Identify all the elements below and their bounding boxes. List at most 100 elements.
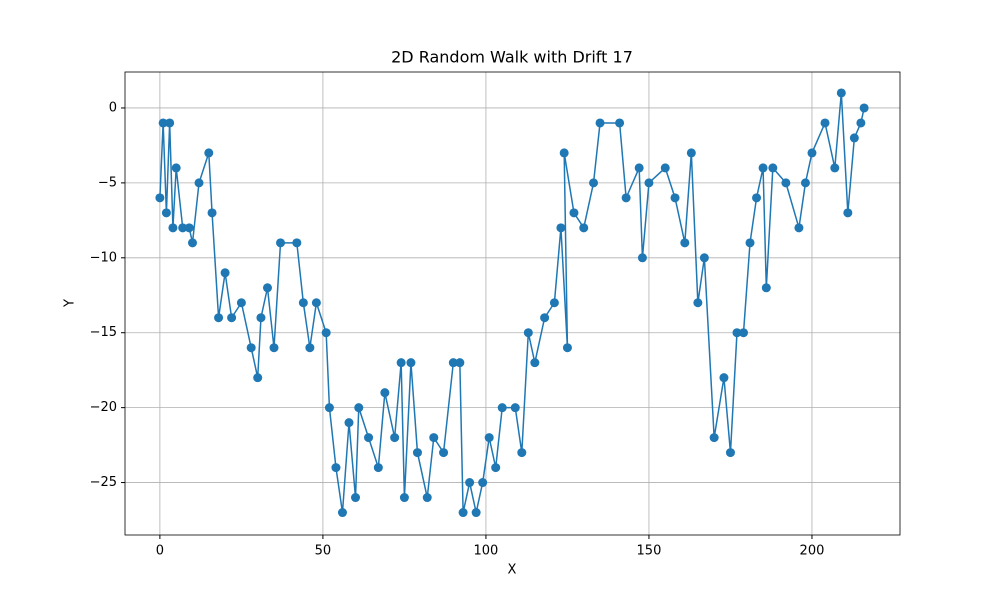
marker <box>510 403 520 413</box>
marker <box>644 178 654 188</box>
marker <box>637 253 647 263</box>
marker <box>354 403 364 413</box>
x-axis-label: X <box>508 563 517 578</box>
y-axis-label: Y <box>63 299 78 308</box>
marker <box>380 388 390 398</box>
marker <box>549 298 559 308</box>
marker <box>344 418 354 428</box>
x-tick-label: 100 <box>474 544 499 559</box>
marker <box>686 148 696 158</box>
marker <box>478 478 488 488</box>
marker <box>207 208 217 218</box>
x-tick-label: 200 <box>800 544 825 559</box>
x-tick-label: 150 <box>637 544 662 559</box>
y-tick-label: −10 <box>90 250 117 265</box>
marker <box>660 163 670 173</box>
marker <box>484 433 494 443</box>
marker <box>269 343 279 353</box>
marker <box>556 223 566 233</box>
marker <box>227 313 237 323</box>
marker <box>422 493 432 503</box>
marker <box>324 403 334 413</box>
marker <box>680 238 690 248</box>
marker <box>562 343 572 353</box>
marker <box>155 193 165 203</box>
marker <box>745 238 755 248</box>
marker <box>194 178 204 188</box>
marker <box>214 313 224 323</box>
marker <box>859 103 869 113</box>
marker <box>331 463 341 473</box>
marker <box>262 283 272 293</box>
marker <box>709 433 719 443</box>
marker <box>455 358 465 368</box>
x-tick-label: 50 <box>315 544 332 559</box>
marker <box>305 343 315 353</box>
marker <box>540 313 550 323</box>
marker <box>158 118 168 128</box>
marker <box>429 433 439 443</box>
marker <box>187 238 197 248</box>
marker <box>471 508 481 518</box>
marker <box>364 433 374 443</box>
marker <box>693 298 703 308</box>
marker <box>530 358 540 368</box>
marker <box>856 118 866 128</box>
y-tick-label: −20 <box>90 400 117 415</box>
marker <box>406 358 416 368</box>
marker <box>351 493 361 503</box>
marker <box>807 148 817 158</box>
marker <box>569 208 579 218</box>
x-tick-label: 0 <box>156 544 164 559</box>
marker <box>732 328 742 338</box>
marker <box>178 223 188 233</box>
marker <box>396 358 406 368</box>
marker <box>220 268 230 278</box>
marker <box>725 448 735 458</box>
marker <box>390 433 400 443</box>
marker <box>171 163 181 173</box>
marker <box>236 298 246 308</box>
marker <box>276 238 286 248</box>
marker <box>758 163 768 173</box>
marker <box>204 148 214 158</box>
marker <box>634 163 644 173</box>
marker <box>165 118 175 128</box>
marker <box>497 403 507 413</box>
marker <box>292 238 302 248</box>
marker <box>836 88 846 98</box>
marker <box>253 373 263 383</box>
marker <box>439 448 449 458</box>
marker <box>820 118 830 128</box>
marker <box>491 463 501 473</box>
marker <box>800 178 810 188</box>
marker <box>337 508 347 518</box>
marker <box>465 478 475 488</box>
marker <box>559 148 569 158</box>
marker <box>161 208 171 218</box>
marker <box>168 223 178 233</box>
marker <box>615 118 625 128</box>
plot-frame <box>124 71 901 536</box>
marker <box>719 373 729 383</box>
marker <box>595 118 605 128</box>
marker <box>399 493 409 503</box>
marker <box>184 223 194 233</box>
line <box>159 92 865 513</box>
marker <box>621 193 631 203</box>
y-tick-label: −25 <box>90 475 117 490</box>
y-tick-label: −5 <box>98 175 117 190</box>
marker <box>739 328 749 338</box>
marker <box>761 283 771 293</box>
y-tick-label: −15 <box>90 325 117 340</box>
marker <box>246 343 256 353</box>
marker <box>843 208 853 218</box>
marker <box>458 508 468 518</box>
marker <box>768 163 778 173</box>
marker <box>579 223 589 233</box>
marker <box>523 328 533 338</box>
marker <box>373 463 383 473</box>
marker <box>699 253 709 263</box>
y-tick-label: 0 <box>109 100 117 115</box>
